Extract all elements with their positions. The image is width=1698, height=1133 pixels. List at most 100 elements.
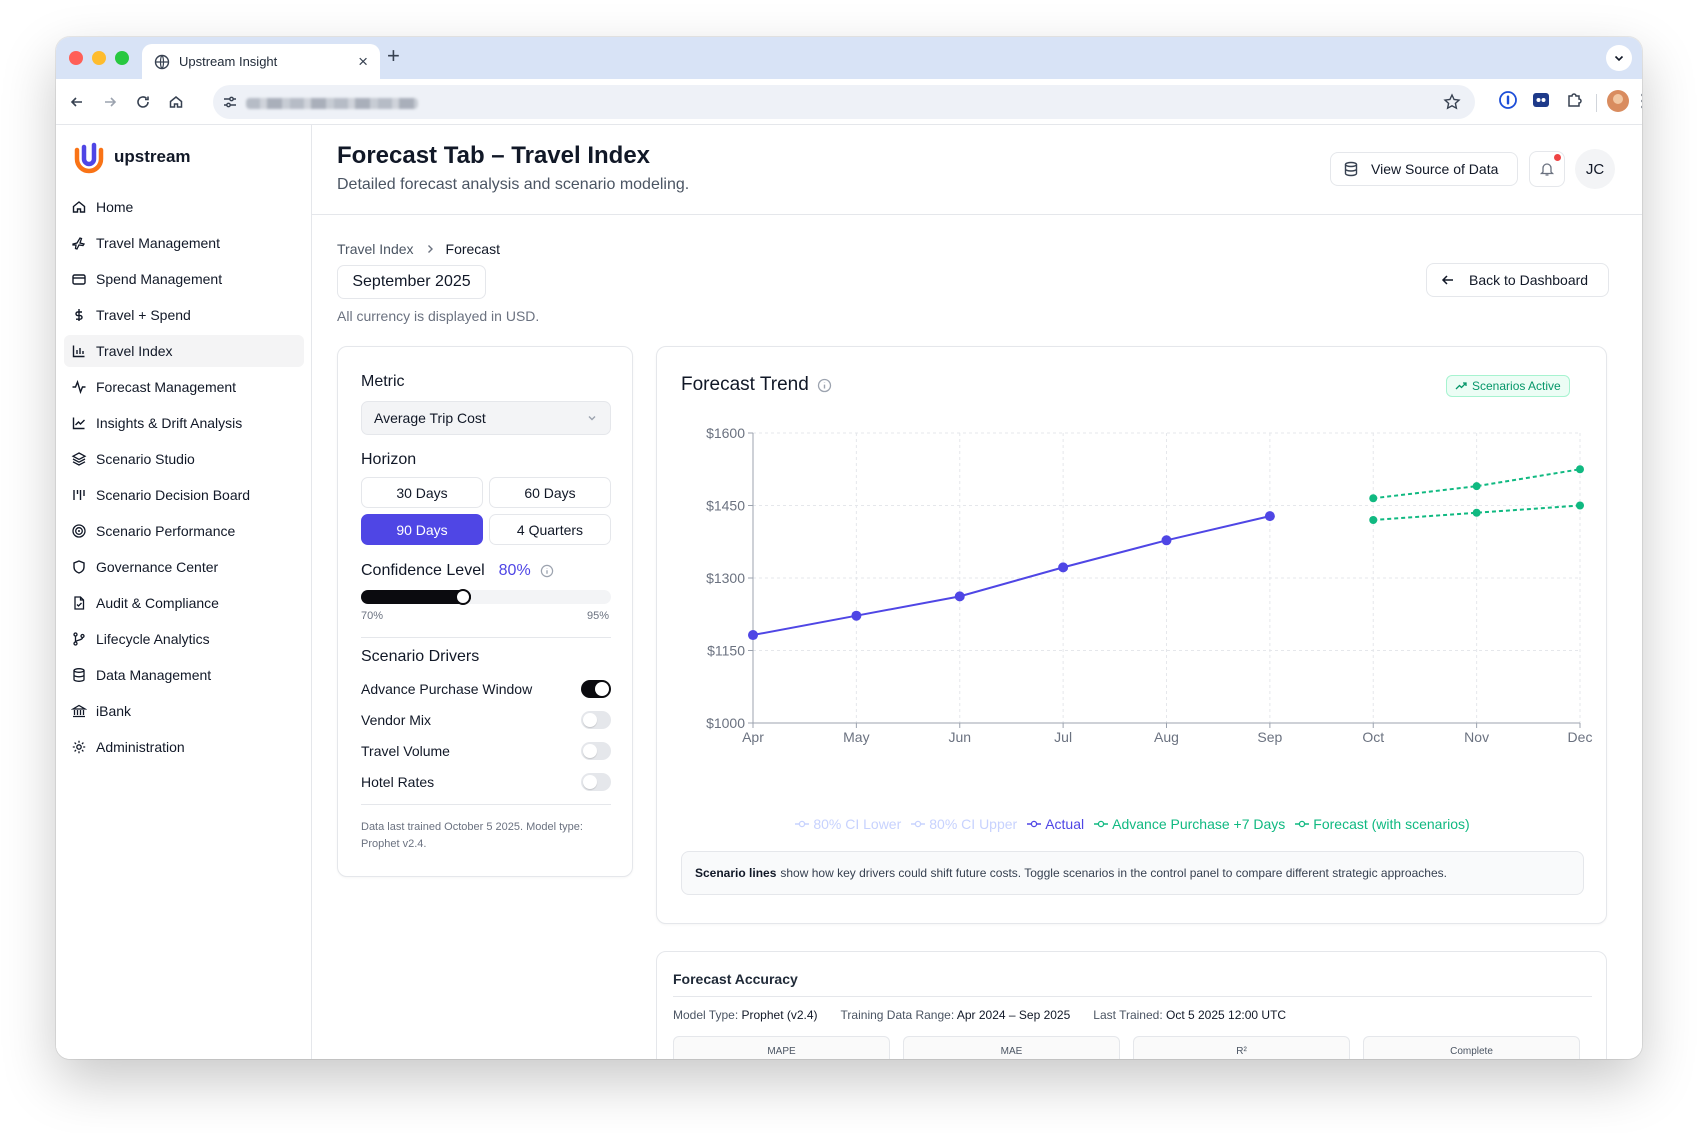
x-tick-label: Sep (1257, 729, 1282, 745)
confidence-slider-thumb[interactable] (455, 589, 471, 605)
legend-label: Forecast (with scenarios) (1313, 816, 1470, 832)
user-avatar[interactable]: JC (1575, 149, 1615, 189)
reload-button[interactable] (132, 91, 154, 113)
database-icon (71, 667, 87, 683)
sidebar-item-administration[interactable]: Administration (64, 731, 304, 763)
chevron-right-icon (424, 243, 436, 255)
chart-note-bold: Scenario lines (695, 866, 777, 880)
bookmark-star-icon[interactable] (1443, 93, 1461, 111)
period-selector[interactable]: September 2025 (337, 265, 486, 299)
last-trained: Last Trained: Oct 5 2025 12:00 UTC (1093, 1008, 1286, 1022)
confidence-min: 70% (361, 610, 384, 622)
legend-item[interactable]: Advance Purchase +7 Days (1094, 816, 1285, 832)
target-icon (71, 523, 87, 539)
horizon-option-60-days[interactable]: 60 Days (489, 477, 611, 508)
close-window-button[interactable] (69, 51, 83, 65)
profile-avatar[interactable] (1607, 90, 1629, 112)
dollar-icon (71, 307, 87, 323)
maximize-window-button[interactable] (115, 51, 129, 65)
notifications-button[interactable] (1529, 151, 1565, 187)
y-tick-label: $1000 (706, 715, 745, 731)
columns-icon (71, 487, 87, 503)
chevron-down-icon (588, 416, 596, 421)
info-icon[interactable] (540, 564, 554, 578)
sidebar-item-governance-center[interactable]: Governance Center (64, 551, 304, 583)
back-nav-button[interactable] (66, 91, 88, 113)
confidence-max: 95% (586, 610, 609, 622)
metric-select[interactable]: Average Trip Cost (361, 401, 611, 435)
sidebar-item-data-management[interactable]: Data Management (64, 659, 304, 691)
driver-hotel-rates: Hotel Rates (361, 771, 611, 793)
driver-label: Hotel Rates (361, 774, 435, 790)
data-point (1264, 511, 1275, 522)
legend-item[interactable]: Forecast (with scenarios) (1295, 816, 1470, 832)
bell-icon (1539, 163, 1555, 176)
sidebar-item-scenario-decision-board[interactable]: Scenario Decision Board (64, 479, 304, 511)
sidebar-item-ibank[interactable]: iBank (64, 695, 304, 727)
forward-nav-button[interactable] (99, 91, 121, 113)
sidebar-item-insights-drift-analysis[interactable]: Insights & Drift Analysis (64, 407, 304, 439)
minimize-window-button[interactable] (92, 51, 106, 65)
tab-close-button[interactable]: × (358, 52, 368, 71)
sidebar-item-scenario-studio[interactable]: Scenario Studio (64, 443, 304, 475)
sidebar-item-travel-spend[interactable]: Travel + Spend (64, 299, 304, 331)
brand[interactable]: upstream (72, 140, 191, 174)
extension-icon[interactable] (1530, 89, 1552, 111)
page-header: Forecast Tab – Travel Index Detailed for… (312, 125, 1642, 215)
sidebar-item-forecast-management[interactable]: Forecast Management (64, 371, 304, 403)
sidebar-item-home[interactable]: Home (64, 191, 304, 223)
sidebar-item-travel-index[interactable]: Travel Index (64, 335, 304, 367)
accuracy-tile: Complete (1363, 1036, 1580, 1059)
sidebar-item-travel-management[interactable]: Travel Management (64, 227, 304, 259)
sidebar-item-lifecycle-analytics[interactable]: Lifecycle Analytics (64, 623, 304, 655)
address-bar[interactable] (213, 85, 1475, 119)
model-note: Data last trained October 5 2025. Model … (361, 821, 583, 850)
sidebar-item-label: Scenario Performance (96, 523, 236, 539)
tab-search-button[interactable] (1606, 45, 1632, 71)
back-to-dashboard-button[interactable]: Back to Dashboard (1426, 263, 1609, 297)
view-source-button[interactable]: View Source of Data (1330, 152, 1518, 186)
x-tick-label: Aug (1154, 729, 1179, 745)
last-trained-value: Oct 5 2025 12:00 UTC (1166, 1008, 1287, 1022)
model-type-value: Prophet (v2.4) (741, 1008, 818, 1022)
password-manager-icon[interactable] (1497, 89, 1519, 111)
horizon-option-4-quarters[interactable]: 4 Quarters (489, 514, 611, 545)
sidebar-item-spend-management[interactable]: Spend Management (64, 263, 304, 295)
driver-toggle[interactable] (581, 680, 611, 698)
home-nav-button[interactable] (165, 91, 187, 113)
git-branch-icon (71, 631, 87, 647)
page-title: Forecast Tab – Travel Index (337, 142, 651, 169)
file-check-icon (71, 595, 87, 611)
x-tick-label: Oct (1362, 729, 1384, 745)
new-tab-button[interactable]: + (387, 43, 400, 68)
x-tick-label: May (843, 729, 869, 745)
more-vert-icon[interactable] (1640, 91, 1642, 111)
sidebar-item-label: Forecast Management (96, 379, 237, 395)
info-icon[interactable] (817, 378, 832, 393)
horizon-option-30-days[interactable]: 30 Days (361, 477, 483, 508)
driver-toggle[interactable] (581, 711, 611, 729)
puzzle-icon[interactable] (1564, 89, 1586, 111)
data-point (1058, 562, 1069, 573)
home-icon (71, 199, 87, 215)
data-point (1472, 482, 1481, 491)
chart-title-row: Forecast Trend (681, 374, 832, 396)
app-root: upstream Home Travel Management Spend Mana… (56, 125, 1642, 1059)
site-settings-icon[interactable] (222, 94, 238, 110)
sidebar-item-audit-compliance[interactable]: Audit & Compliance (64, 587, 304, 619)
confidence-slider[interactable] (361, 589, 611, 605)
breadcrumb-parent[interactable]: Travel Index (337, 241, 414, 257)
data-point (1369, 494, 1378, 503)
legend-item[interactable]: 80% CI Lower (795, 816, 901, 832)
legend-item[interactable]: Actual (1027, 816, 1084, 832)
sidebar-item-scenario-performance[interactable]: Scenario Performance (64, 515, 304, 547)
sidebar-item-label: Administration (96, 739, 185, 755)
accuracy-tile: MAE (903, 1036, 1120, 1059)
horizon-label: Horizon (361, 451, 417, 468)
driver-toggle[interactable] (581, 742, 611, 760)
sidebar: upstream Home Travel Management Spend Mana… (56, 125, 312, 1059)
driver-toggle[interactable] (581, 773, 611, 791)
legend-item[interactable]: 80% CI Upper (911, 816, 1017, 832)
horizon-option-90-days[interactable]: 90 Days (361, 514, 483, 545)
browser-tab[interactable]: Upstream Insight × (142, 44, 380, 79)
